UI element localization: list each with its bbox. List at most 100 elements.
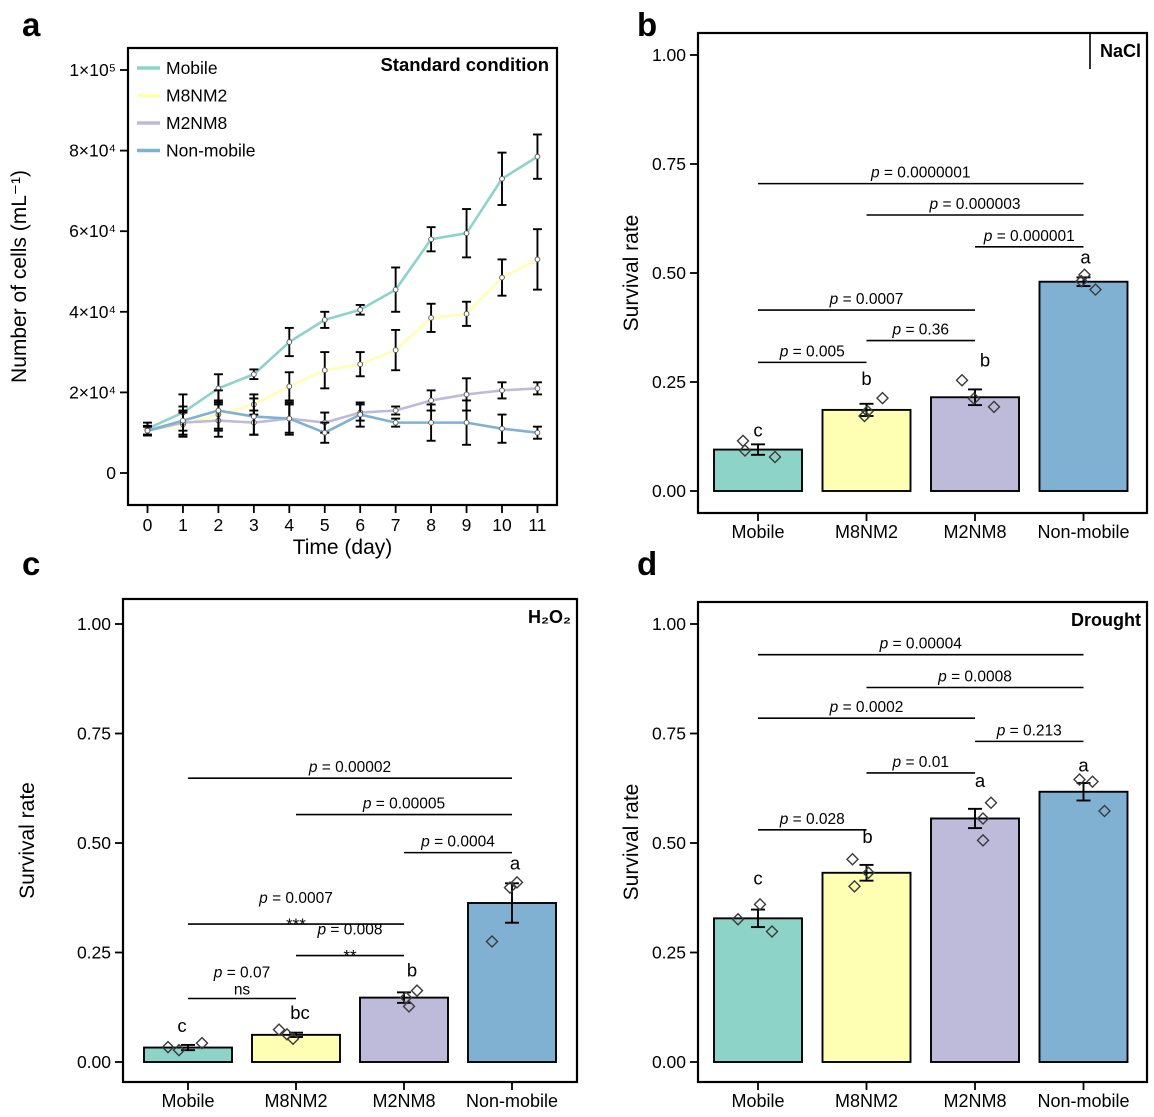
sig-letter-Non-mobile: a bbox=[510, 852, 521, 873]
point-Mobile bbox=[499, 175, 505, 182]
sig-letter-M2NM8: b bbox=[980, 350, 990, 371]
replicate-point-M2NM8 bbox=[984, 796, 998, 810]
point-Non-mobile bbox=[463, 419, 470, 426]
y-tick-label: 1.00 bbox=[652, 45, 686, 65]
bar-Mobile bbox=[713, 917, 803, 1063]
panel-letter-a: a bbox=[22, 6, 41, 43]
point-M8NM2 bbox=[463, 310, 470, 317]
x-tick-label: 10 bbox=[492, 515, 512, 535]
point-Non-mobile bbox=[286, 415, 293, 422]
panel-letter-c: c bbox=[22, 545, 41, 582]
point-M8NM2 bbox=[428, 314, 434, 321]
x-category-label: M2NM8 bbox=[943, 1091, 1006, 1111]
point-Mobile bbox=[251, 371, 257, 378]
x-category-label: Non-mobile bbox=[1037, 522, 1129, 542]
replicate-point-Mobile bbox=[738, 443, 752, 457]
y-tick-label: 0.50 bbox=[77, 833, 111, 853]
sig-letter-M8NM2: bc bbox=[290, 1002, 310, 1023]
replicate-point-Non-mobile bbox=[1075, 274, 1088, 288]
point-M8NM2 bbox=[286, 383, 293, 390]
x-category-label: M8NM2 bbox=[835, 1091, 898, 1111]
condition-label: Drought bbox=[1071, 610, 1141, 630]
replicate-point-M2NM8 bbox=[402, 999, 416, 1013]
y-tick-label: 1.00 bbox=[77, 614, 111, 634]
replicate-point-Non-mobile bbox=[1078, 268, 1091, 282]
x-category-label: M2NM8 bbox=[372, 1091, 435, 1111]
pvalue-label: p = 0.028 bbox=[779, 811, 845, 828]
sig-letter-Mobile: c bbox=[753, 868, 762, 889]
pvalue-label: p = 0.00005 bbox=[362, 796, 445, 813]
y-axis-title: Survival rate bbox=[620, 784, 643, 901]
point-Non-mobile bbox=[534, 429, 541, 436]
point-Non-mobile bbox=[321, 429, 328, 436]
panel-c: 0.00 0.25 0.50 0.75 1.00 Survival rate c Mobile… bbox=[16, 597, 579, 1111]
y-axis-title: Survival rate bbox=[620, 215, 643, 332]
point-Non-mobile bbox=[144, 427, 151, 434]
x-tick-label: 0 bbox=[143, 515, 153, 535]
y-tick-label: 0.00 bbox=[77, 1052, 111, 1072]
replicate-point-M2NM8 bbox=[987, 400, 1001, 414]
pvalue-label: p = 0.36 bbox=[892, 322, 949, 339]
pvalue-label: p = 0.0004 bbox=[420, 834, 495, 851]
sig-letter-M2NM8: a bbox=[975, 770, 986, 791]
replicate-point-Non-mobile bbox=[1086, 775, 1099, 789]
plot-border bbox=[121, 597, 579, 1084]
x-tick-label: 7 bbox=[391, 515, 401, 535]
y-tick-label: 1×10⁵ bbox=[69, 60, 116, 80]
replicate-point-M8NM2 bbox=[280, 1027, 294, 1041]
bar-Non-mobile bbox=[467, 902, 557, 1063]
x-category-label: Non-mobile bbox=[1037, 1091, 1129, 1111]
point-M8NM2 bbox=[321, 367, 328, 374]
y-tick-label: 2×10⁴ bbox=[69, 382, 116, 402]
point-Non-mobile bbox=[180, 417, 186, 424]
point-Mobile bbox=[286, 339, 293, 345]
x-tick-label: 9 bbox=[462, 515, 472, 535]
point-M2NM8 bbox=[463, 391, 470, 398]
condition-label: H₂O₂ bbox=[528, 607, 571, 627]
point-M8NM2 bbox=[392, 347, 399, 353]
replicate-point-M2NM8 bbox=[955, 373, 969, 387]
y-tick-label: 4×10⁴ bbox=[69, 302, 116, 322]
point-Non-mobile bbox=[392, 419, 399, 426]
pvalue-label: p = 0.000003 bbox=[929, 196, 1021, 213]
y-tick-label: 0.25 bbox=[77, 943, 111, 963]
x-tick-label: 1 bbox=[178, 515, 188, 535]
pvalue-label: p = 0.0007 bbox=[829, 291, 904, 308]
replicate-point-Mobile bbox=[195, 1036, 209, 1050]
pvalue-label: p = 0.213 bbox=[996, 722, 1062, 739]
sig-letter-M2NM8: b bbox=[407, 960, 417, 981]
sig-letter-M8NM2: b bbox=[862, 826, 872, 847]
condition-label: NaCl bbox=[1100, 41, 1141, 61]
point-Non-mobile bbox=[499, 425, 505, 432]
replicate-point-Mobile bbox=[765, 924, 779, 938]
panel-d: 0.00 0.25 0.50 0.75 1.00 Survival rate c Mobile… bbox=[620, 600, 1149, 1111]
replicate-point-Non-mobile bbox=[485, 935, 499, 949]
y-tick-label: 0.00 bbox=[652, 1052, 686, 1072]
point-Mobile bbox=[463, 230, 470, 237]
legend-label-M2NM8: M2NM8 bbox=[166, 113, 227, 133]
bar-M8NM2 bbox=[251, 1033, 341, 1063]
plot-border bbox=[126, 46, 559, 507]
x-category-label: M2NM8 bbox=[943, 522, 1006, 542]
pvalue-label: p = 0.00002 bbox=[308, 759, 391, 776]
pvalue-label: p = 0.07 bbox=[213, 964, 270, 981]
series-line-Non-mobile bbox=[147, 409, 538, 435]
point-M8NM2 bbox=[499, 274, 505, 281]
replicate-point-M8NM2 bbox=[862, 866, 875, 880]
x-tick-label: 2 bbox=[214, 515, 224, 535]
replicate-point-M8NM2 bbox=[876, 391, 889, 405]
y-tick-label: 0.75 bbox=[652, 724, 686, 744]
point-Non-mobile bbox=[357, 411, 364, 418]
point-Mobile bbox=[321, 317, 328, 323]
replicate-point-Non-mobile bbox=[503, 881, 517, 895]
x-tick-label: 6 bbox=[355, 515, 365, 535]
y-tick-label: 0.25 bbox=[652, 372, 686, 392]
y-axis-title: Survival rate bbox=[16, 782, 39, 899]
y-tick-label: 0.50 bbox=[652, 263, 686, 283]
legend-label-Mobile: Mobile bbox=[166, 58, 218, 78]
point-M2NM8 bbox=[534, 385, 541, 392]
bar-M2NM8 bbox=[930, 396, 1020, 492]
bar-M2NM8 bbox=[930, 817, 1020, 1063]
